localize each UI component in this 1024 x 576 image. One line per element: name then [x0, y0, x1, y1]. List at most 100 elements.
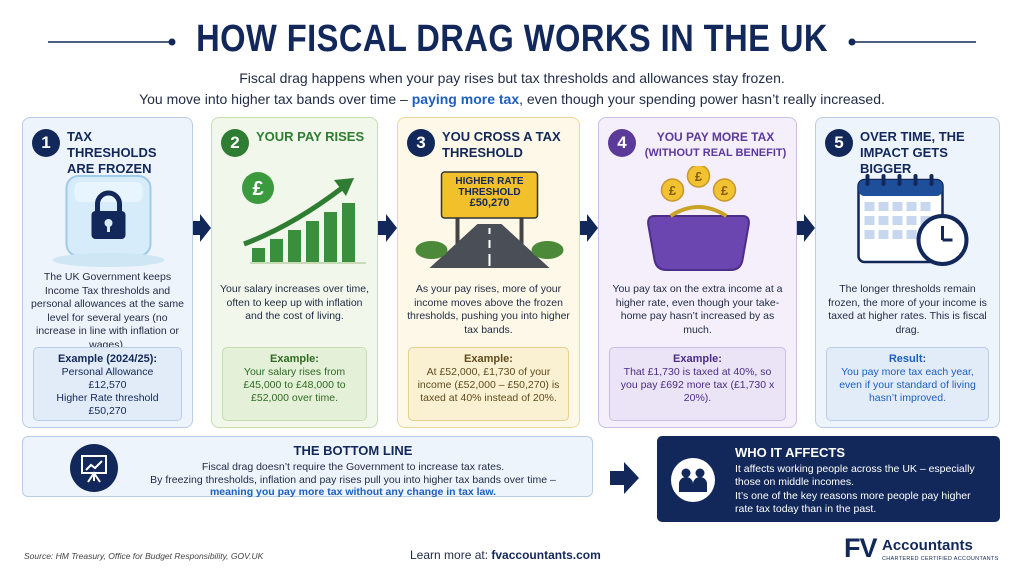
icon-part [107, 224, 110, 232]
arrows [192, 214, 815, 494]
bottom-highlight: meaning you pay more tax without any cha… [209, 486, 497, 498]
example-line: At £52,000, £1,730 of your income (£52,0… [417, 366, 560, 404]
icon-symbol: £ [721, 183, 729, 198]
step-icon: £ £ £ [647, 166, 750, 271]
example-line: Higher Rate threshold [56, 392, 159, 404]
icon-part [858, 180, 943, 196]
step-title-text: YOU PAY MORE TAX [656, 130, 775, 144]
step-subtitle: (WITHOUT REAL BENEFIT) [644, 147, 787, 159]
example-line: £12,570 [88, 379, 127, 391]
arrow [192, 214, 211, 242]
icon-part [455, 206, 460, 244]
logo-mark: FV [844, 533, 878, 563]
icon-body [679, 477, 707, 492]
bottom-icon [70, 444, 118, 492]
example-line: Your salary rises from £45,000 to £48,00… [243, 366, 346, 404]
title-dot [848, 38, 856, 46]
title-dot [168, 38, 176, 46]
step-title-text: OVER TIME, THE IMPACT GETS BIGGER [860, 129, 965, 176]
step-text: The UK Government keeps Income Tax thres… [31, 271, 184, 351]
icon-part [531, 241, 564, 259]
icon-symbol: £ [669, 183, 677, 198]
icon-part [342, 203, 355, 262]
step-title: YOU CROSS A TAX THRESHOLD [442, 129, 571, 161]
example-box: Result: You pay more tax each year, even … [826, 347, 989, 421]
icon-part [878, 202, 889, 211]
icon-part [242, 172, 274, 204]
who-icon [671, 458, 715, 502]
icon-part [941, 226, 953, 242]
intro: Fiscal drag happens when your pay rises … [239, 70, 785, 86]
icon-part [878, 216, 889, 225]
step-number: 4 [608, 129, 636, 157]
icon-bg [671, 458, 715, 502]
learn-more[interactable]: Learn more at: fvaccountants.com [410, 548, 601, 562]
arrow [796, 214, 815, 242]
step-title-text: YOU CROSS A TAX THRESHOLD [442, 129, 561, 160]
bottom-title: THE BOTTOM LINE [293, 443, 413, 458]
example-line: You pay more tax each year, even if your… [839, 366, 976, 404]
icon-symbol: £ [252, 178, 263, 200]
icon-part [334, 178, 354, 196]
example-line: Personal Allowance [61, 366, 154, 378]
intro-text: You move into higher tax bands over time… [139, 91, 412, 107]
bottom-text: Fiscal drag doesn’t require the Governme… [133, 461, 573, 499]
step-title: YOUR PAY RISES [256, 129, 369, 145]
icon-part [864, 202, 875, 211]
icon-part [892, 216, 903, 225]
example-line: That £1,730 is taxed at 40%, so you pay … [620, 366, 775, 404]
step-text: You pay tax on the extra income at a hig… [612, 283, 783, 336]
who-text-2: It’s one of the key reasons more people … [735, 490, 971, 515]
icon-part [250, 262, 366, 264]
learn-more-url[interactable]: fvaccountants.com [491, 548, 601, 562]
icon-part [906, 230, 917, 239]
step-icon [857, 174, 969, 266]
arrow [610, 462, 639, 494]
step-card: 1 TAX THRESHOLDS ARE FROZEN The UK Governm… [22, 117, 193, 428]
icon-part [52, 253, 165, 267]
icon-part [324, 212, 337, 262]
icon-part [95, 190, 122, 212]
icon-part [864, 230, 875, 239]
threshold-sign: HIGHER RATE THRESHOLD £50,270 [444, 176, 536, 209]
example-box: Example: At £52,000, £1,730 of your incom… [408, 347, 569, 421]
example-box: Example: Your salary rises from £45,000 t… [222, 347, 367, 421]
example-title: Result: [888, 353, 927, 365]
who-it-affects: WHO IT AFFECTS It affects working people… [657, 436, 1000, 522]
sign-value: £50,270 [469, 197, 510, 209]
icon-part [897, 174, 902, 186]
icon-part [881, 174, 886, 186]
intro: You move into higher tax bands over time… [0, 91, 1024, 107]
source: Source: HM Treasury, Office for Budget R… [24, 551, 264, 561]
icon-part [920, 202, 931, 211]
step-title: OVER TIME, THE IMPACT GETS BIGGER [860, 129, 991, 177]
icon-stand [87, 471, 101, 483]
who-title: WHO IT AFFECTS [735, 445, 846, 460]
step-text: Your salary increases over time, often t… [220, 283, 370, 322]
icon-part [519, 206, 524, 244]
icon-part [104, 219, 113, 227]
example-title: Example (2024/25): [57, 353, 158, 365]
example-title: Example: [673, 353, 722, 365]
icon-part [252, 248, 265, 262]
icon-head [695, 468, 705, 478]
step-text: The longer thresholds remain frozen, the… [828, 283, 987, 336]
icon-part [892, 230, 903, 239]
step-card: 5 OVER TIME, THE IMPACT GETS BIGGER The lo… [815, 117, 1000, 428]
icon-part [288, 230, 301, 262]
step-title-text: TAX THRESHOLDS ARE FROZEN [67, 129, 157, 176]
icon-part [669, 205, 728, 218]
icon-symbol: £ [695, 169, 703, 184]
step-icon: £ [242, 172, 366, 264]
icon-head [681, 468, 691, 478]
step-title-text: YOUR PAY RISES [256, 129, 365, 144]
icon-part [440, 171, 539, 219]
icon-part [892, 202, 903, 211]
step-card: 2 YOUR PAY RISES £ Your salary increases ov… [211, 117, 378, 428]
bottom-line: THE BOTTOM LINE Fiscal drag doesn’t requ… [22, 436, 593, 499]
bottom-line-2: By freezing thresholds, inflation and pa… [150, 473, 556, 486]
icon-part [415, 241, 448, 259]
logo-name: Accountants [882, 537, 973, 554]
